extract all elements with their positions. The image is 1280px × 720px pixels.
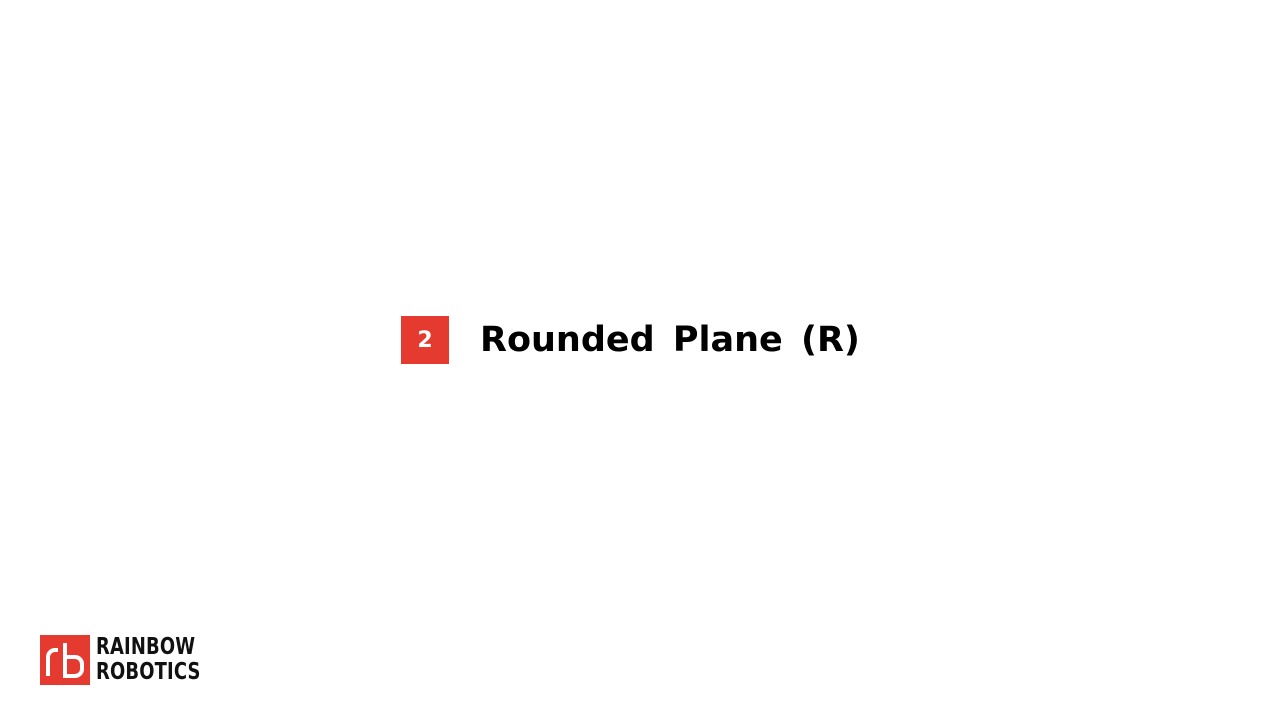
rb-logo-icon — [40, 635, 90, 685]
logo-line-robotics: ROBOTICS — [96, 659, 201, 685]
section-header: 2 Rounded Plane (R) — [401, 316, 860, 364]
section-number-badge: 2 — [401, 316, 449, 364]
logo-wordmark: RAINBOW ROBOTICS — [96, 635, 201, 685]
logo-line-rainbow: RAINBOW — [96, 634, 196, 660]
section-title: Rounded Plane (R) — [480, 320, 860, 360]
company-logo: RAINBOW ROBOTICS — [40, 635, 230, 685]
